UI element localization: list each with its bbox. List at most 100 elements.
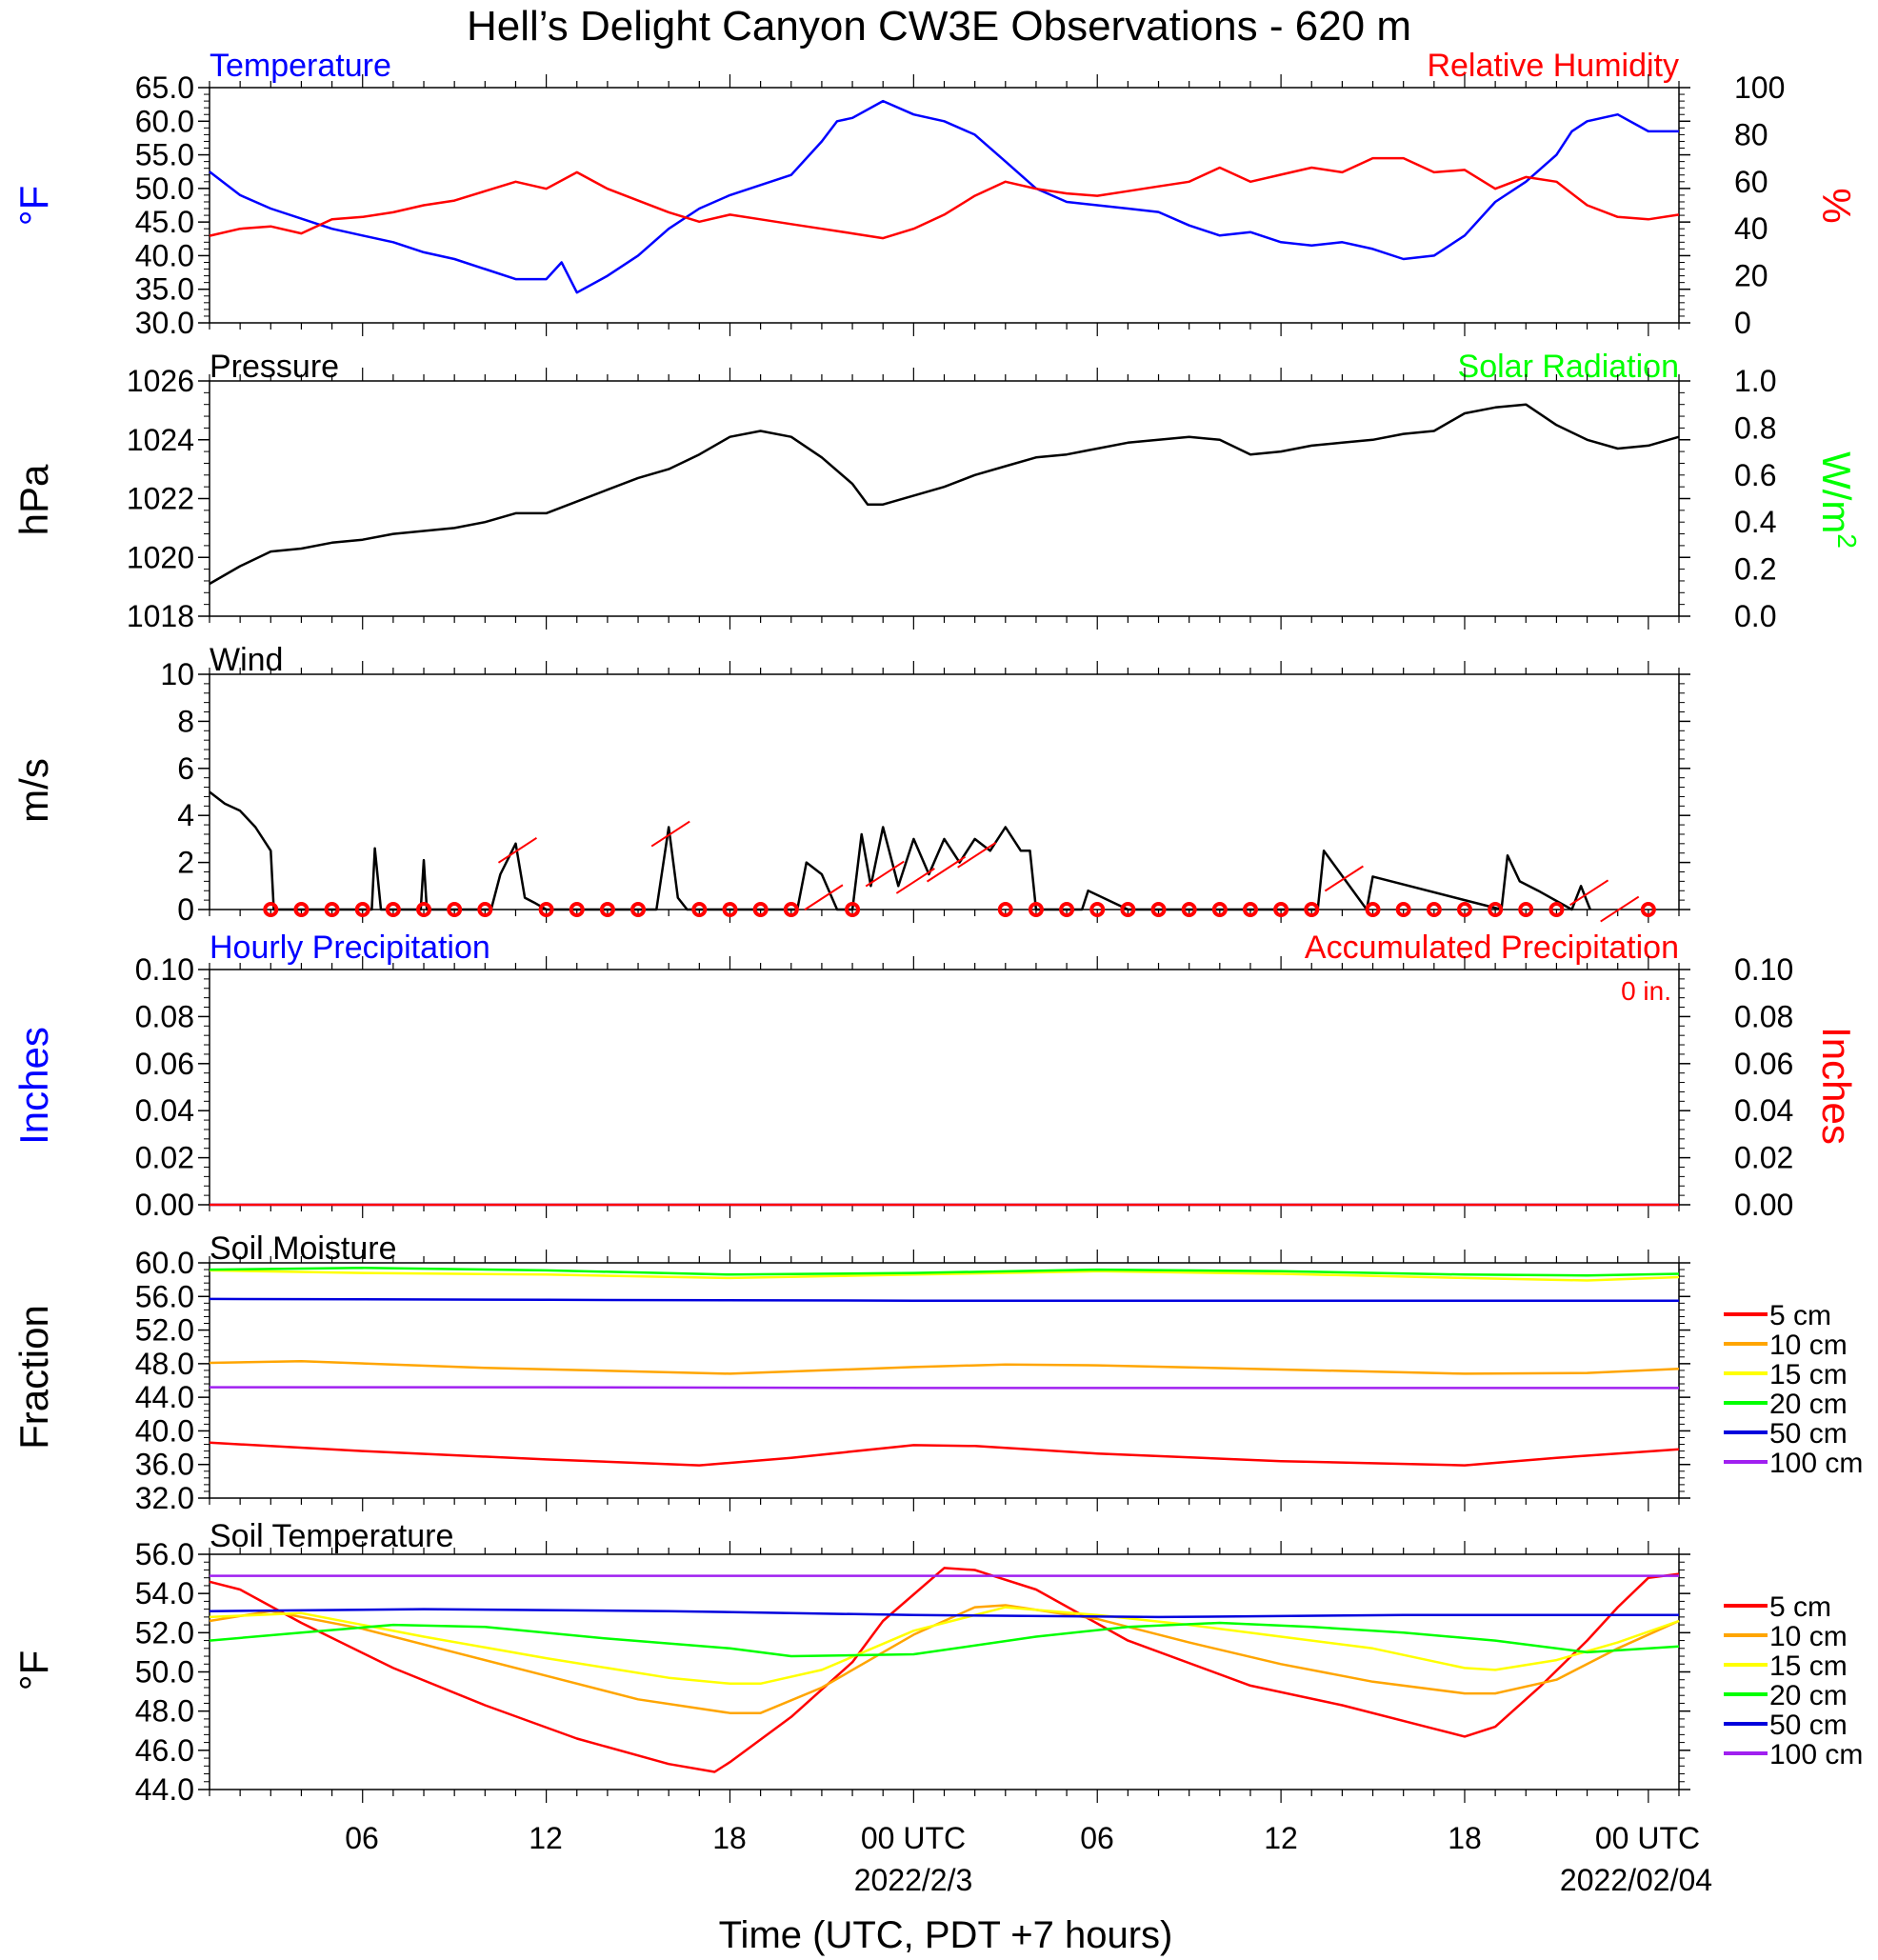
wind-calm-marker bbox=[1059, 902, 1075, 917]
pressure-ytick-label-right: 1.0 bbox=[1734, 364, 1776, 398]
soil_moisture-legend-label: 100 cm bbox=[1769, 1448, 1863, 1479]
temp_rh-series-relative-humidity bbox=[209, 156, 1680, 240]
soil_temperature-ytick-label-left: 46.0 bbox=[135, 1733, 194, 1768]
wind-calm-marker bbox=[1120, 902, 1136, 917]
precip-ylabel-left: Inches bbox=[11, 1027, 56, 1145]
solar-radiation-title: Solar Radiation bbox=[1458, 349, 1679, 385]
wind-calm-marker bbox=[1518, 902, 1534, 917]
wind-ylabel: m/s bbox=[11, 758, 56, 823]
wind-calm-marker bbox=[1089, 902, 1106, 917]
soil_moisture-legend-label: 5 cm bbox=[1769, 1300, 1831, 1331]
x-tick-label-06b: 06 bbox=[1080, 1821, 1114, 1855]
soil_moisture-ytick-label-left: 44.0 bbox=[135, 1380, 194, 1414]
x-axis-labels: 06 12 18 00 UTC 06 12 18 00 UTC 2022/2/3… bbox=[345, 1821, 1712, 1956]
wind-calm-marker bbox=[447, 902, 463, 917]
temp_rh-ytick-label-right: 40 bbox=[1734, 211, 1768, 246]
soil_moisture-series-20-cm bbox=[209, 1267, 1680, 1277]
soil_temperature-series-10-cm bbox=[209, 1604, 1680, 1714]
soil_temperature-legend-label: 100 cm bbox=[1769, 1739, 1863, 1770]
soil_moisture-series-5-cm bbox=[209, 1441, 1680, 1467]
soil_moisture-series-15-cm bbox=[209, 1269, 1680, 1282]
temperature-title: Temperature bbox=[210, 48, 391, 84]
soil-moisture-panel: Soil Moisture Fraction bbox=[11, 1230, 397, 1450]
pressure-ytick-label-right: 0.2 bbox=[1734, 552, 1776, 587]
wind-calm-marker bbox=[538, 902, 554, 917]
wind-calm-marker bbox=[1395, 902, 1411, 917]
wind-calm-marker bbox=[1273, 902, 1289, 917]
soil-moisture-title: Soil Moisture bbox=[210, 1230, 397, 1267]
wind-calm-marker bbox=[997, 902, 1013, 917]
wind-calm-marker bbox=[1150, 902, 1167, 917]
precip-ytick-label-right: 0.08 bbox=[1734, 999, 1793, 1033]
precip-ytick-label-right: 0.00 bbox=[1734, 1188, 1793, 1222]
soil_temperature-legend-label: 50 cm bbox=[1769, 1710, 1848, 1741]
soil_temperature-ytick-label-left: 44.0 bbox=[135, 1772, 194, 1807]
soil_moisture-series-10-cm bbox=[209, 1359, 1680, 1375]
soil_moisture-ytick-label-left: 52.0 bbox=[135, 1313, 194, 1348]
pressure-ytick-label-right: 0.6 bbox=[1734, 458, 1776, 492]
temp-ylabel: °F bbox=[11, 186, 56, 226]
soil_temperature-ytick-label-left: 48.0 bbox=[135, 1694, 194, 1729]
temp_rh-ytick-label-right: 0 bbox=[1734, 306, 1751, 340]
temp_rh-ytick-label-left: 35.0 bbox=[135, 272, 194, 307]
precip-ytick-label-left: 0.08 bbox=[135, 999, 194, 1033]
pressure-plot: 1018 1020 1022 1024 1026 0.0 0.2 0.4 0.6 0.8 1.0 bbox=[127, 364, 1777, 633]
temp_rh-ytick-label-left: 40.0 bbox=[135, 238, 194, 272]
soil_temperature-series-50-cm bbox=[209, 1608, 1679, 1619]
temp_rh-ytick-label-right: 60 bbox=[1734, 165, 1768, 199]
x-tick-label-12a: 12 bbox=[529, 1821, 563, 1855]
wind-calm-marker bbox=[1365, 902, 1381, 917]
wind-barb bbox=[804, 884, 844, 911]
wind-calm-marker bbox=[691, 902, 708, 917]
soil_moisture-legend-label: 15 cm bbox=[1769, 1359, 1848, 1390]
wind-calm-marker bbox=[1242, 902, 1258, 917]
wind-title: Wind bbox=[210, 642, 283, 678]
wind-calm-marker bbox=[1426, 902, 1442, 917]
wind-barb bbox=[650, 820, 690, 848]
wind-ytick-label-left: 4 bbox=[177, 798, 194, 832]
pressure-ytick-label-left: 1026 bbox=[127, 364, 194, 398]
soil_temperature-series-15-cm bbox=[209, 1606, 1680, 1686]
wind-calm-marker bbox=[1456, 902, 1472, 917]
rh-title: Relative Humidity bbox=[1427, 48, 1679, 84]
wind-calm-marker bbox=[783, 902, 799, 917]
wind-calm-marker bbox=[569, 902, 585, 917]
soil_temperature-ytick-label-left: 54.0 bbox=[135, 1576, 194, 1610]
soil_temperature-ytick-label-left: 52.0 bbox=[135, 1615, 194, 1650]
wind-barb bbox=[895, 868, 935, 894]
soil_moisture-ytick-label-left: 56.0 bbox=[135, 1279, 194, 1313]
wind-calm-marker bbox=[263, 902, 279, 917]
precip-ytick-label-left: 0.10 bbox=[135, 952, 194, 987]
figure-title: Hell’s Delight Canyon CW3E Observations … bbox=[467, 3, 1411, 50]
temp_rh-plot: 30.035.040.045.050.055.060.065.0 0 20 40 60 8… bbox=[135, 70, 1786, 340]
soil_temperature-legend-label: 10 cm bbox=[1769, 1621, 1848, 1652]
wind-calm-marker bbox=[599, 902, 615, 917]
solar-ylabel: W/m2 bbox=[1814, 451, 1862, 549]
soil_moisture-ytick-label-left: 36.0 bbox=[135, 1448, 194, 1482]
precip-ylabel-right: Inches bbox=[1814, 1027, 1859, 1145]
temp_rh-ytick-label-left: 60.0 bbox=[135, 104, 194, 138]
wind-plot: 0 2 4 6 8 10 bbox=[160, 657, 1690, 927]
precip-ytick-label-left: 0.04 bbox=[135, 1093, 194, 1128]
soil_temperature-ytick-label-left: 56.0 bbox=[135, 1537, 194, 1571]
wind-barb bbox=[957, 841, 997, 869]
rh-ylabel: % bbox=[1814, 188, 1859, 223]
wind-ytick-label-left: 6 bbox=[177, 751, 194, 786]
temp_rh-ytick-label-right: 100 bbox=[1734, 70, 1785, 105]
wind-barb bbox=[497, 837, 538, 864]
date-label-0204: 2022/02/04 bbox=[1560, 1863, 1712, 1897]
x-tick-label-00a: 00 UTC bbox=[861, 1821, 966, 1855]
wind-calm-marker bbox=[630, 902, 647, 917]
date-label-0203: 2022/2/3 bbox=[854, 1863, 973, 1897]
soil_temperature-series-5-cm bbox=[209, 1567, 1680, 1773]
temp_rh-ytick-label-left: 65.0 bbox=[135, 70, 194, 105]
wind-barb bbox=[865, 860, 905, 888]
x-axis-title: Time (UTC, PDT +7 hours) bbox=[719, 1914, 1173, 1956]
soil_temperature-legend-label: 20 cm bbox=[1769, 1680, 1848, 1711]
x-tick-label-06a: 06 bbox=[345, 1821, 379, 1855]
precip-ytick-label-right: 0.04 bbox=[1734, 1093, 1793, 1128]
